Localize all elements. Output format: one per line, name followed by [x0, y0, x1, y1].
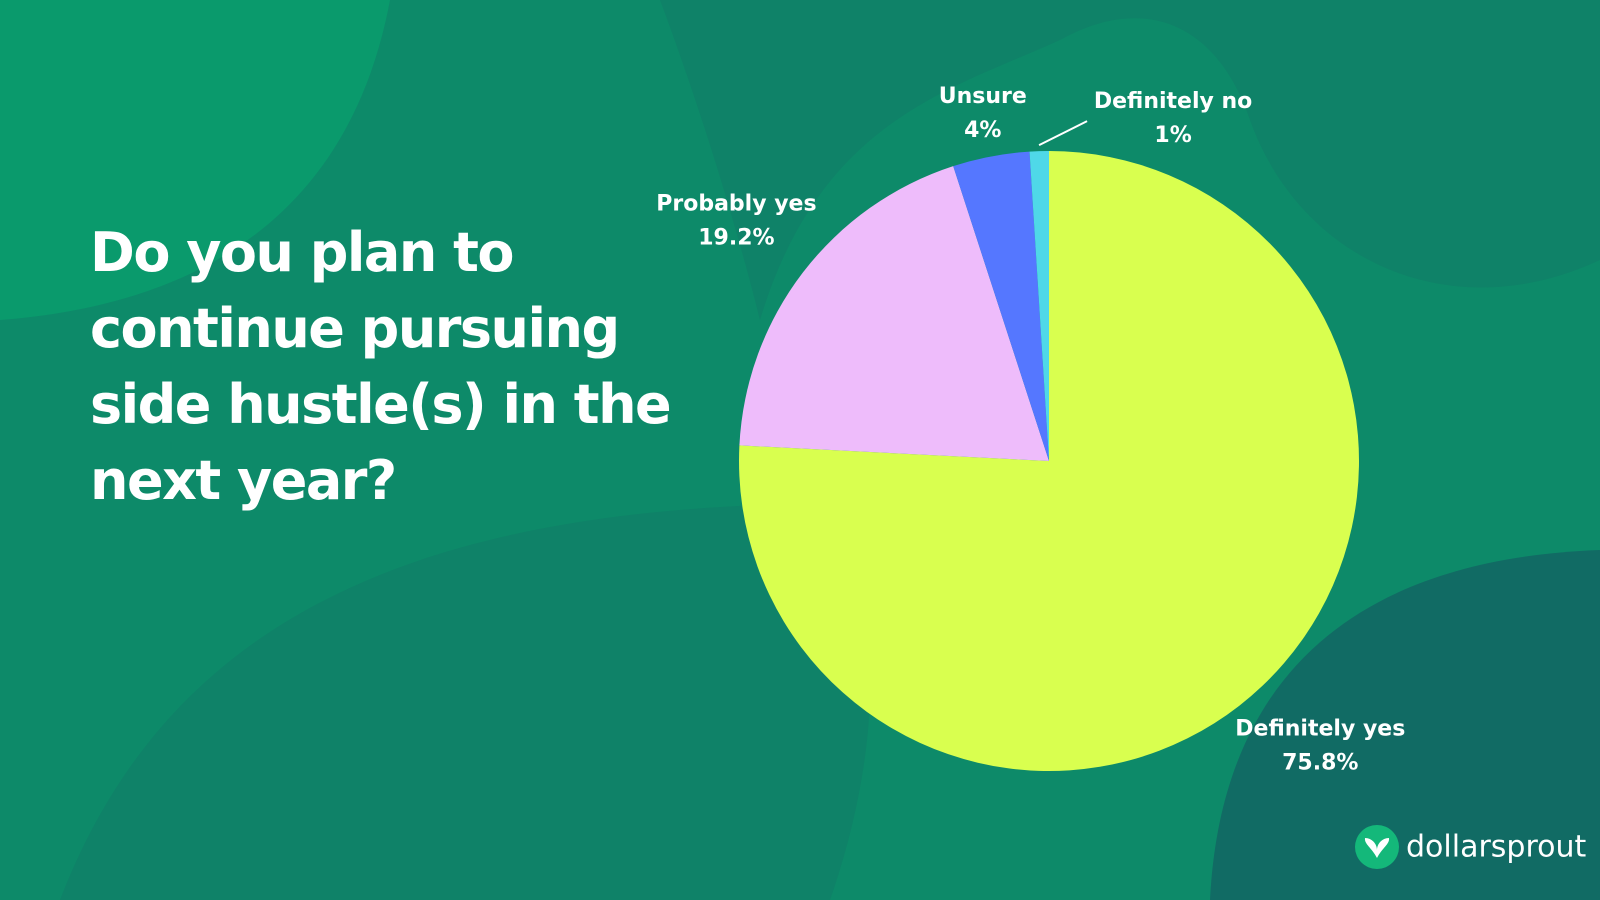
background-blob — [660, 0, 1600, 320]
slice-label: Unsure — [939, 84, 1027, 109]
logo-icon — [1355, 825, 1399, 869]
background-blob — [1210, 550, 1600, 900]
labels: Definitely yes 75.8% Probably yes 19.2% Unsu… — [656, 84, 1405, 775]
pie-slice — [739, 166, 1049, 461]
value-label: 19.2% — [698, 226, 774, 251]
title-line: Do you plan to — [90, 221, 515, 284]
pie — [739, 151, 1359, 771]
title-line: next year? — [90, 449, 397, 512]
title-line: side hustle(s) in the — [90, 373, 672, 436]
leader-line — [1038, 120, 1088, 147]
slice-label: Definitely yes — [1235, 716, 1405, 741]
pie-slice — [953, 151, 1049, 462]
slice-label: Probably yes — [656, 192, 816, 217]
slice-label: Definitely no — [1094, 89, 1252, 114]
pie-slice — [1029, 151, 1049, 461]
title-line: continue pursuing — [90, 297, 620, 360]
value-label: 75.8% — [1282, 750, 1358, 775]
chart-title: Do you plan to continue pursuing side hust… — [90, 215, 672, 519]
background-blob — [0, 0, 390, 320]
logo-leaf — [1364, 838, 1390, 858]
logo-text: dollarsprout — [1406, 830, 1587, 865]
background-blob — [60, 504, 871, 900]
value-label: 4% — [964, 118, 1001, 143]
value-label: 1% — [1154, 123, 1191, 148]
